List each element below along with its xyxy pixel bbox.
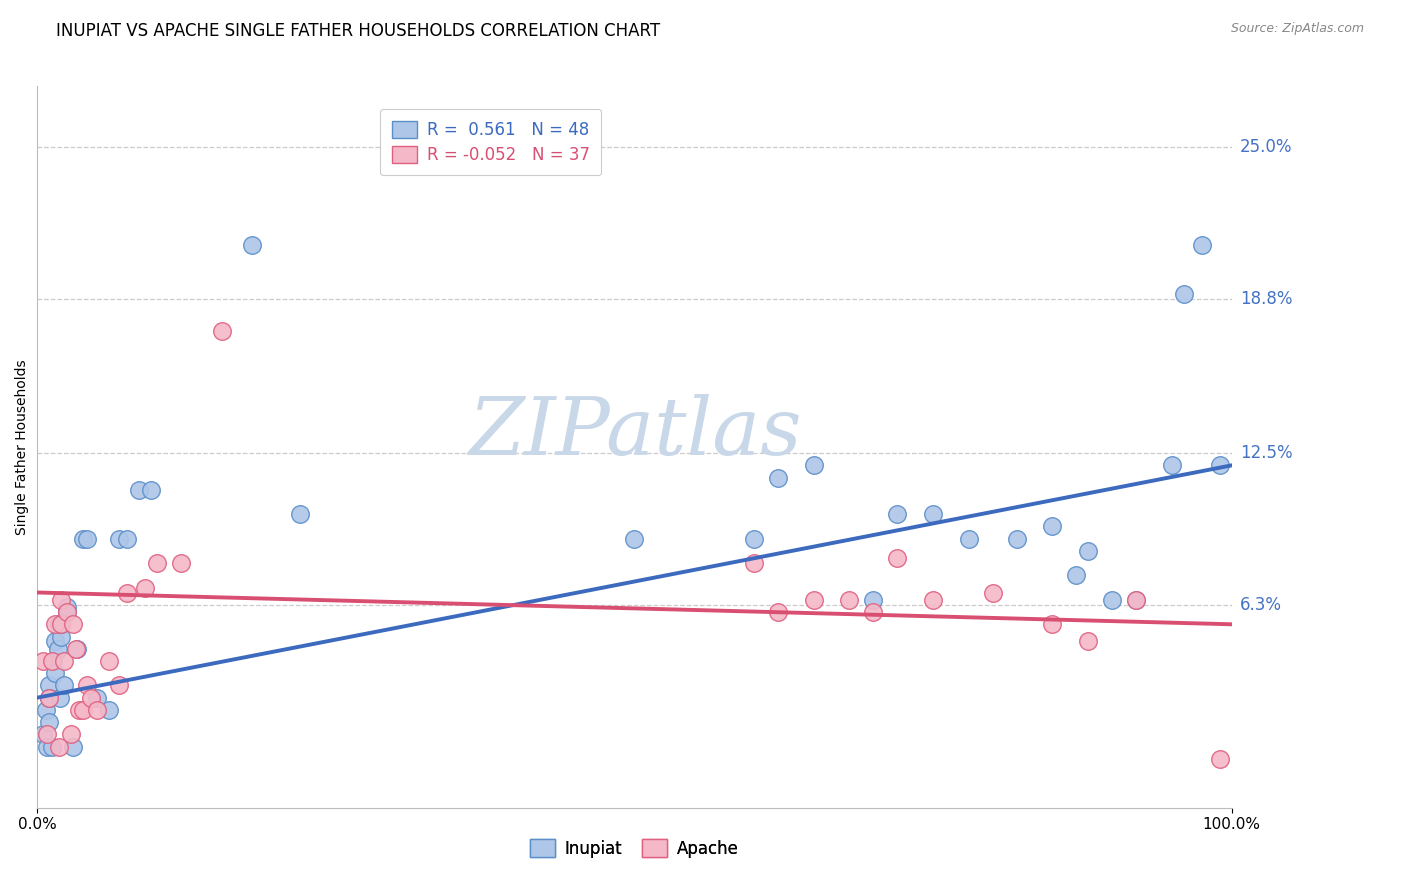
Text: 6.3%: 6.3%	[1240, 596, 1282, 614]
Point	[32, 727, 55, 741]
Point	[862, 605, 884, 619]
Point	[35, 739, 58, 754]
Point	[1101, 592, 1123, 607]
Y-axis label: Single Father Households: Single Father Households	[15, 359, 30, 535]
Point	[981, 585, 1004, 599]
Point	[86, 703, 108, 717]
Point	[34, 703, 56, 717]
Text: 12.5%: 12.5%	[1240, 444, 1292, 462]
Point	[1066, 568, 1088, 582]
Point	[957, 532, 980, 546]
Point	[1191, 238, 1213, 252]
Point	[76, 532, 98, 546]
Point	[62, 739, 84, 754]
Point	[145, 556, 167, 570]
Point	[51, 592, 73, 607]
Point	[766, 470, 789, 484]
Point	[211, 324, 233, 338]
Point	[38, 678, 60, 692]
Point	[1125, 592, 1147, 607]
Point	[51, 617, 73, 632]
Point	[76, 678, 98, 692]
Point	[80, 690, 103, 705]
Point	[44, 666, 66, 681]
Point	[766, 605, 789, 619]
Point	[52, 678, 75, 692]
Point	[67, 703, 90, 717]
Point	[107, 532, 129, 546]
Point	[288, 508, 311, 522]
Point	[49, 690, 72, 705]
Point	[38, 690, 60, 705]
Text: INUPIAT VS APACHE SINGLE FATHER HOUSEHOLDS CORRELATION CHART: INUPIAT VS APACHE SINGLE FATHER HOUSEHOL…	[56, 22, 661, 40]
Point	[838, 592, 860, 607]
Point	[128, 483, 150, 497]
Point	[1125, 592, 1147, 607]
Point	[51, 630, 73, 644]
Point	[56, 605, 79, 619]
Point	[56, 605, 79, 619]
Point	[742, 532, 765, 546]
Point	[240, 238, 263, 252]
Point	[98, 654, 121, 668]
Point	[1005, 532, 1028, 546]
Point	[1077, 634, 1099, 648]
Point	[134, 581, 156, 595]
Point	[66, 641, 89, 656]
Point	[803, 458, 825, 473]
Point	[922, 592, 945, 607]
Point	[35, 727, 58, 741]
Point	[115, 585, 138, 599]
Point	[72, 532, 94, 546]
Point	[46, 641, 69, 656]
Point	[1208, 752, 1230, 766]
Point	[886, 508, 908, 522]
Point	[52, 654, 75, 668]
Point	[51, 617, 73, 632]
Point	[1042, 519, 1064, 533]
Text: 18.8%: 18.8%	[1240, 290, 1292, 308]
Point	[169, 556, 191, 570]
Point	[1077, 544, 1099, 558]
Point	[98, 703, 121, 717]
Point	[59, 727, 82, 741]
Point	[1161, 458, 1184, 473]
Point	[107, 678, 129, 692]
Point	[922, 508, 945, 522]
Point	[803, 592, 825, 607]
Point	[44, 617, 66, 632]
Point	[41, 654, 63, 668]
Point	[38, 715, 60, 730]
Point	[742, 556, 765, 570]
Point	[48, 739, 70, 754]
Point	[42, 654, 65, 668]
Point	[623, 532, 645, 546]
Text: Source: ZipAtlas.com: Source: ZipAtlas.com	[1230, 22, 1364, 36]
Point	[86, 690, 108, 705]
Text: ZIPatlas: ZIPatlas	[468, 394, 801, 471]
Point	[886, 551, 908, 566]
Point	[72, 703, 94, 717]
Point	[32, 654, 55, 668]
Point	[1208, 458, 1230, 473]
Point	[115, 532, 138, 546]
Point	[1042, 617, 1064, 632]
Point	[38, 690, 60, 705]
Point	[44, 634, 66, 648]
Point	[48, 617, 70, 632]
Point	[41, 739, 63, 754]
Point	[62, 617, 84, 632]
Point	[1173, 287, 1195, 301]
Point	[56, 600, 79, 615]
Text: 25.0%: 25.0%	[1240, 138, 1292, 156]
Legend: Inupiat, Apache: Inupiat, Apache	[523, 833, 747, 864]
Point	[139, 483, 162, 497]
Point	[65, 641, 87, 656]
Point	[862, 592, 884, 607]
